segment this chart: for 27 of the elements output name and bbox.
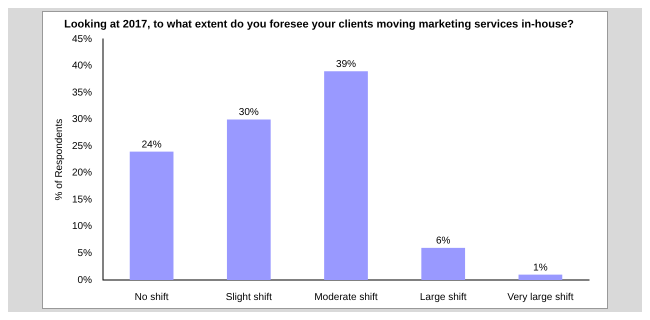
chart-title: Looking at 2017, to what extent do you foresee your clients moving marketing services in-house?	[64, 18, 574, 31]
y-tick-label: 0%	[78, 274, 92, 286]
bar	[130, 152, 174, 280]
x-tick-label: Moderate shift	[314, 292, 378, 303]
y-tick-label: 25%	[72, 140, 92, 152]
bar	[421, 248, 466, 280]
y-tick-label: 5%	[78, 248, 92, 259]
y-axis-title: % of Respondents	[54, 118, 65, 200]
x-tick-label: Large shift	[420, 292, 467, 303]
bar	[324, 71, 368, 280]
y-tick-label: 15%	[72, 194, 92, 206]
data-label: 39%	[336, 59, 356, 70]
x-tick-label: Very large shift	[507, 292, 574, 303]
y-tick-label: 45%	[72, 34, 92, 45]
y-tick-label: 30%	[72, 114, 92, 126]
data-label: 6%	[436, 236, 451, 247]
y-tick-label: 10%	[72, 221, 92, 232]
data-label: 30%	[238, 107, 259, 118]
data-label: 24%	[142, 139, 162, 150]
bar	[518, 274, 562, 280]
data-label: 1%	[533, 262, 548, 274]
x-tick-label: Slight shift	[226, 292, 272, 303]
bar	[226, 119, 271, 280]
y-tick-label: 20%	[72, 168, 92, 179]
x-tick-label: No shift	[134, 292, 169, 303]
y-tick-label: 40%	[72, 60, 92, 72]
y-tick-label: 35%	[72, 87, 92, 98]
